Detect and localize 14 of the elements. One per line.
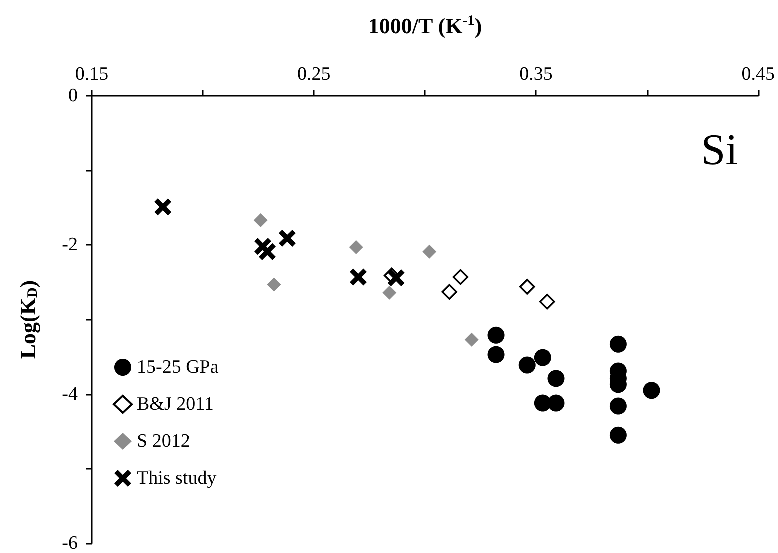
- y-tick-label: 0: [68, 86, 78, 106]
- x-tick-label: 0.15: [75, 64, 109, 85]
- legend-label: 15-25 GPa: [137, 357, 220, 378]
- legend-label: This study: [137, 468, 218, 489]
- annotation: Si: [701, 126, 738, 174]
- y-tick-label: -2: [62, 234, 78, 256]
- x-tick-label: 0.45: [742, 64, 775, 85]
- x-tick-label: 0.25: [298, 64, 331, 85]
- y-tick-label: -6: [62, 533, 78, 553]
- y-axis-title: Log(KD): [16, 280, 41, 360]
- legend-label: B&J 2011: [137, 394, 214, 415]
- legend-label: S 2012: [137, 431, 190, 452]
- y-tick-label: -4: [62, 384, 78, 405]
- x-tick-label: 0.35: [520, 64, 553, 85]
